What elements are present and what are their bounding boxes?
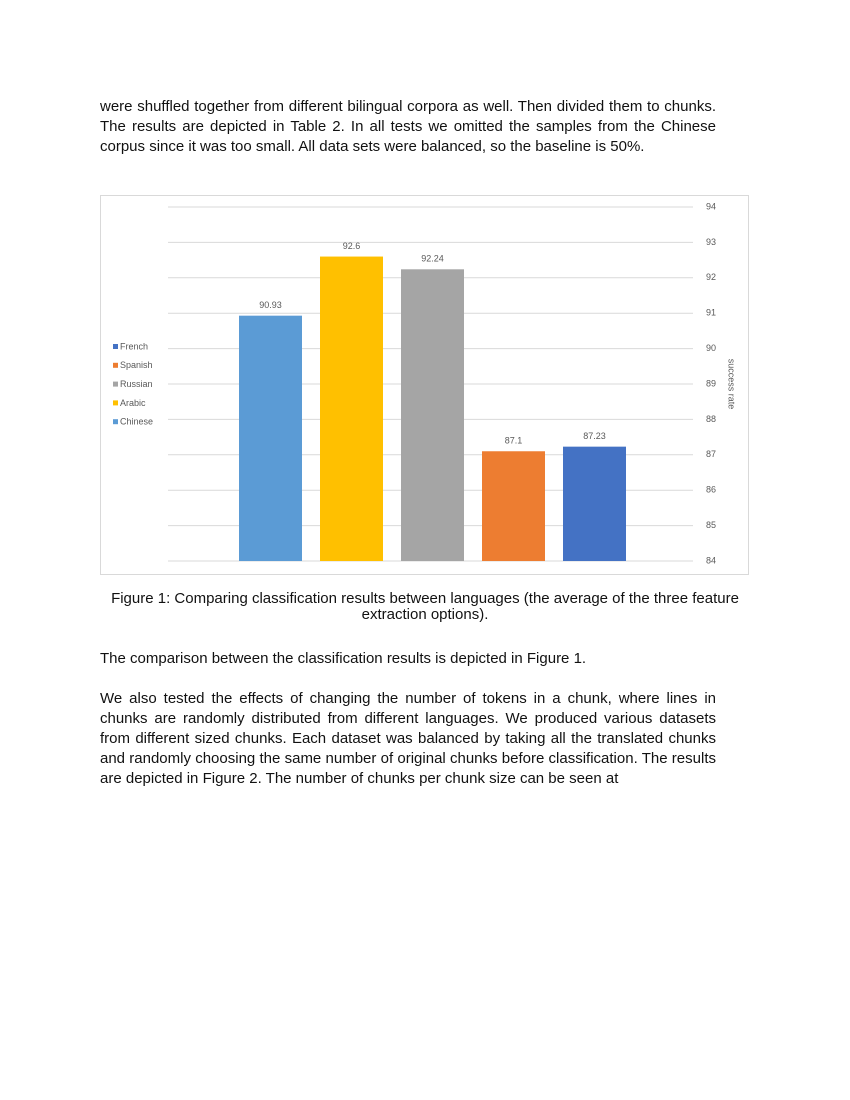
y-tick-label: 87 (706, 449, 716, 459)
y-tick-label: 88 (706, 414, 716, 424)
y-tick-label: 86 (706, 485, 716, 495)
paragraph: The comparison between the classificatio… (100, 650, 587, 667)
bar (239, 315, 302, 561)
y-tick-label: 93 (706, 237, 716, 247)
legend-label: Spanish (120, 360, 153, 370)
legend-swatch (113, 400, 118, 406)
legend-label: Russian (120, 379, 153, 389)
bar (320, 256, 383, 561)
legend-label: French (120, 341, 148, 351)
data-label: 92.6 (343, 241, 361, 251)
legend-swatch (113, 419, 118, 425)
paragraph: We also tested the effects of changing t… (100, 690, 716, 787)
data-label: 92.24 (421, 254, 444, 264)
y-tick-label: 91 (706, 308, 716, 318)
data-label: 90.93 (259, 300, 282, 310)
y-tick-label: 89 (706, 378, 716, 388)
y-tick-label: 94 (706, 201, 716, 211)
legend-swatch (113, 381, 118, 387)
legend-swatch (113, 344, 118, 349)
bar (482, 451, 545, 561)
data-label: 87.1 (505, 436, 523, 446)
y-tick-label: 84 (706, 555, 716, 565)
figure-caption: Figure 1: Comparing classification resul… (111, 590, 739, 623)
bar (401, 269, 464, 561)
data-label: 87.23 (583, 431, 606, 441)
bar (563, 446, 626, 561)
y-tick-label: 90 (706, 343, 716, 353)
legend-label: Chinese (120, 417, 153, 427)
y-axis-label: success rate (727, 359, 737, 410)
paragraph: were shuffled together from different bi… (100, 98, 716, 155)
y-tick-label: 92 (706, 272, 716, 282)
y-tick-label: 85 (706, 520, 716, 530)
legend-swatch (113, 362, 118, 368)
legend-label: Arabic (120, 398, 146, 408)
